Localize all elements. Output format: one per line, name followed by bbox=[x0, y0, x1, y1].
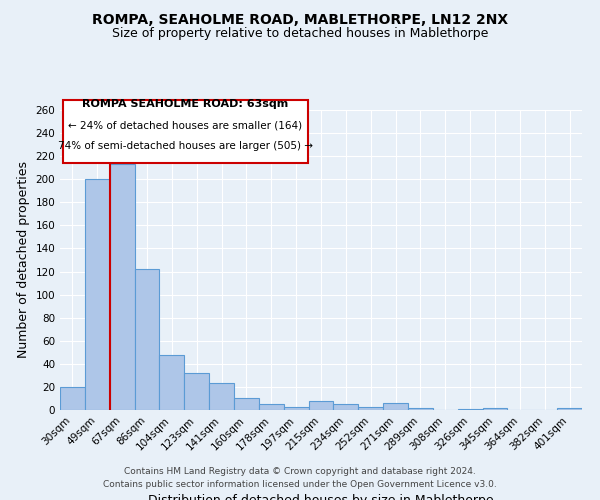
Text: Contains public sector information licensed under the Open Government Licence v3: Contains public sector information licen… bbox=[103, 480, 497, 489]
Bar bbox=[85, 179, 110, 410]
Text: 74% of semi-detached houses are larger (505) →: 74% of semi-detached houses are larger (… bbox=[58, 141, 313, 151]
Bar bbox=[134, 269, 160, 410]
Text: Contains HM Land Registry data © Crown copyright and database right 2024.: Contains HM Land Registry data © Crown c… bbox=[124, 467, 476, 476]
Bar bbox=[334, 404, 358, 410]
Y-axis label: Number of detached properties: Number of detached properties bbox=[17, 162, 30, 358]
Text: Size of property relative to detached houses in Mablethorpe: Size of property relative to detached ho… bbox=[112, 28, 488, 40]
Text: Distribution of detached houses by size in Mablethorpe: Distribution of detached houses by size … bbox=[148, 494, 494, 500]
Bar bbox=[358, 406, 383, 410]
Bar bbox=[209, 384, 234, 410]
Bar bbox=[259, 404, 284, 410]
Bar bbox=[482, 408, 508, 410]
Bar bbox=[557, 408, 582, 410]
Text: ROMPA, SEAHOLME ROAD, MABLETHORPE, LN12 2NX: ROMPA, SEAHOLME ROAD, MABLETHORPE, LN12 … bbox=[92, 12, 508, 26]
Text: ROMPA SEAHOLME ROAD: 63sqm: ROMPA SEAHOLME ROAD: 63sqm bbox=[82, 99, 289, 109]
Bar bbox=[284, 406, 308, 410]
Bar bbox=[184, 373, 209, 410]
Bar bbox=[408, 408, 433, 410]
Bar bbox=[110, 164, 134, 410]
Bar bbox=[234, 398, 259, 410]
FancyBboxPatch shape bbox=[62, 100, 308, 162]
Bar bbox=[308, 401, 334, 410]
Bar bbox=[60, 387, 85, 410]
Bar bbox=[458, 409, 482, 410]
Bar bbox=[383, 403, 408, 410]
Text: ← 24% of detached houses are smaller (164): ← 24% of detached houses are smaller (16… bbox=[68, 120, 302, 130]
Bar bbox=[160, 354, 184, 410]
